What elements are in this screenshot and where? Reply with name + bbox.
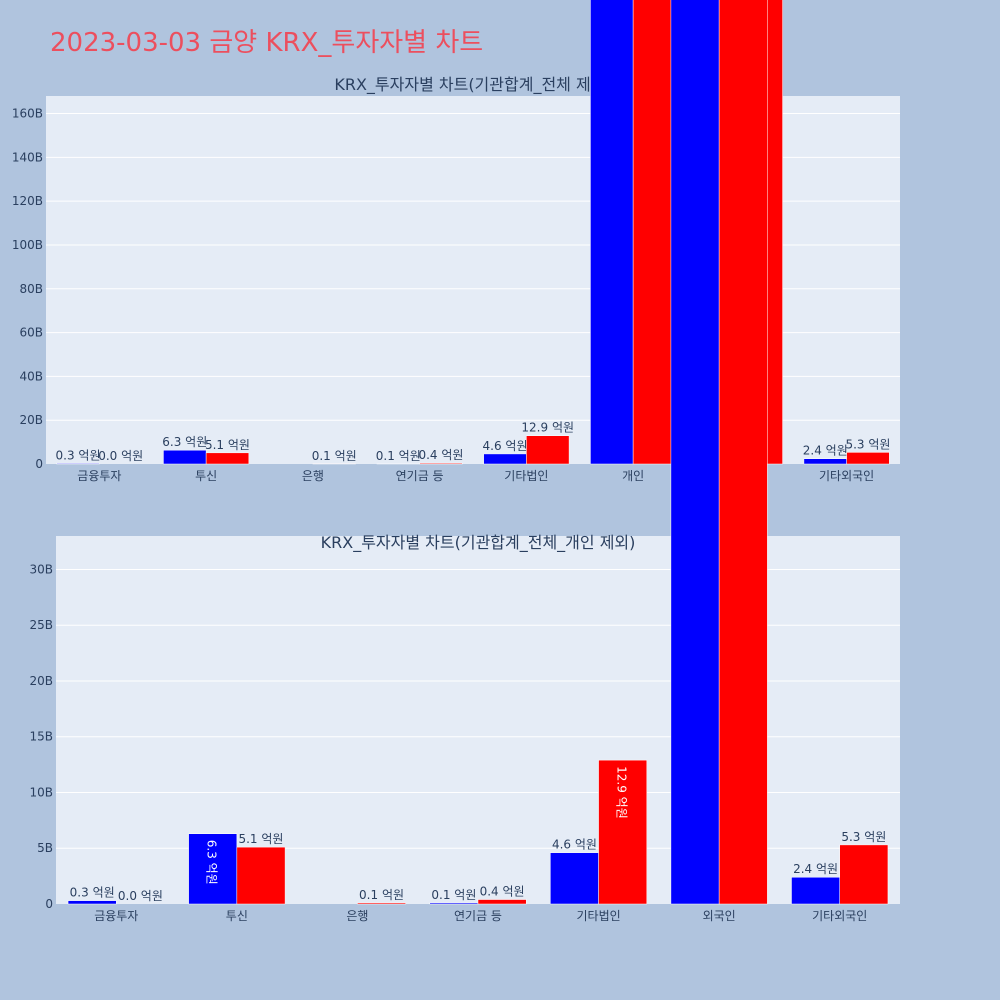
bar [590, 0, 634, 465]
bar-value-label: 4.6 억원 [552, 838, 597, 852]
x-tick-label: 개인 [622, 469, 644, 483]
x-tick-label: 연기금 등 [454, 909, 502, 923]
bar-value-label: 0.1 억원 [359, 888, 404, 902]
investor-chart-all: KRX_투자자별 차트(기관합계_전체 제외) 0 20B 40B 60B 80B 100B… [12, 0, 900, 483]
plot-area [56, 536, 900, 904]
x-tick-label: 기타외국인 [819, 469, 874, 483]
bar [791, 876, 840, 905]
y-tick-label: 20B [19, 413, 43, 427]
bar-value-label: 4.6 억원 [483, 439, 528, 453]
bar [236, 846, 286, 905]
bar [670, 0, 720, 905]
bar-value-label: 5.3 억원 [841, 830, 886, 844]
x-tick-label: 기타법인 [576, 909, 620, 923]
bar-value-label: 0.3 억원 [56, 448, 101, 462]
chart-title: KRX_투자자별 차트(기관합계_전체 제외) [334, 75, 611, 95]
bar [839, 844, 889, 905]
y-tick-label: 25B [29, 618, 53, 632]
bar-value-label: 5.1 억원 [205, 438, 250, 452]
x-tick-label: 투신 [195, 469, 217, 483]
bar-value-label: 5.3 억원 [845, 437, 890, 451]
x-tick-label: 투신 [226, 909, 248, 923]
bar-value-label: 0.1 억원 [431, 888, 476, 902]
x-tick-label: 기타법인 [504, 469, 548, 483]
bar-value-label: 0.1 억원 [312, 449, 357, 463]
bar [419, 462, 463, 465]
bar [846, 452, 890, 465]
y-tick-label: 20B [29, 674, 53, 688]
y-tick-label: 120B [12, 194, 43, 208]
x-tick-label: 은행 [346, 908, 368, 923]
y-tick-label: 10B [29, 785, 53, 799]
bar-value-label: 0.1 억원 [376, 449, 421, 463]
x-tick-label: 연기금 등 [396, 469, 444, 483]
y-tick-label: 15B [29, 730, 53, 744]
y-tick-label: 100B [12, 238, 43, 252]
bar [598, 759, 648, 905]
y-tick-label: 0 [35, 457, 43, 471]
bar [550, 852, 599, 905]
y-tick-label: 160B [12, 107, 43, 121]
bar-value-label: 6.3 억원 [162, 435, 207, 449]
bar-value-label: 0.4 억원 [480, 885, 525, 899]
chart-title: KRX_투자자별 차트(기관합계_전체_개인 제외) [321, 533, 636, 553]
y-tick-label: 80B [19, 282, 43, 296]
bar [632, 0, 677, 465]
bar-value-label: 5.1 억원 [238, 832, 283, 846]
y-tick-label: 40B [19, 369, 43, 383]
bar [188, 833, 238, 905]
bar-value-label: 12.9 억원 [521, 421, 574, 435]
bar [163, 449, 207, 465]
bar [429, 902, 479, 905]
y-tick-label: 0 [45, 897, 53, 911]
x-tick-label: 금융투자 [77, 469, 121, 483]
bar-value-label: 2.4 억원 [803, 444, 848, 458]
bar-value-label: 0.0 억원 [98, 449, 143, 463]
bar [477, 899, 527, 905]
y-tick-label: 5B [37, 841, 53, 855]
x-tick-label: 은행 [302, 468, 324, 483]
bar [357, 902, 406, 905]
bar-value-label: 0.4 억원 [418, 448, 463, 462]
bar-value-label: 12.9 억원 [615, 766, 629, 819]
bar-value-label: 6.3 억원 [205, 840, 219, 885]
x-tick-label: 외국인 [703, 909, 736, 923]
bar [205, 452, 250, 465]
y-tick-label: 30B [29, 562, 53, 576]
bar [56, 463, 100, 465]
x-tick-label: 금융투자 [94, 909, 138, 923]
bar [483, 453, 527, 465]
bar-value-label: 0.3 억원 [70, 886, 115, 900]
y-tick-label: 60B [19, 326, 43, 340]
bar-value-label: 0.0 억원 [118, 889, 163, 903]
page-title: 2023-03-03 금양 KRX_투자자별 차트 [50, 28, 484, 58]
bar [803, 458, 847, 465]
y-tick-label: 140B [12, 150, 43, 164]
investor-chart-excl-individual: KRX_투자자별 차트(기관합계_전체_개인 제외) 0 5B 10B 15B 20B 25… [29, 0, 900, 923]
bar [67, 900, 117, 905]
bar-value-label: 2.4 억원 [793, 862, 838, 876]
bar [718, 0, 768, 905]
x-tick-label: 기타외국인 [812, 909, 867, 923]
bar [526, 435, 570, 465]
